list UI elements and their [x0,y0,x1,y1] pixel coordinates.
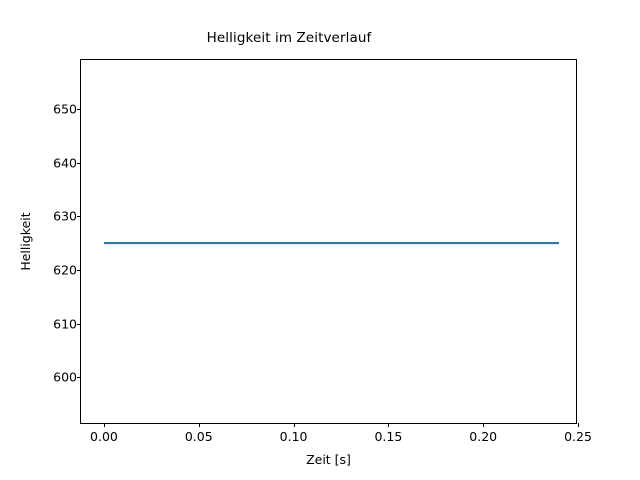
y-tick-label: 640 [53,155,77,171]
y-tick-label: 650 [53,101,77,117]
x-tick-mark [388,423,390,427]
x-axis-label: Zeit [s] [306,452,351,467]
x-tick-label: 0.00 [90,429,118,444]
x-tick-mark [198,423,200,427]
x-tick-mark [293,423,295,427]
y-tick-mark [77,162,81,164]
plot-area [81,60,576,423]
y-tick-label: 620 [53,262,77,278]
y-tick-label: 610 [53,316,77,332]
x-tick-mark [103,423,105,427]
y-tick-label: 600 [53,369,77,385]
x-tick-label: 0.05 [184,429,213,444]
y-axis-label: Helligkeit [18,212,33,271]
x-tick-mark [578,423,579,427]
y-tick-mark [77,216,81,218]
x-tick-label: 0.15 [374,429,403,444]
y-tick-mark [77,269,81,271]
y-tick-mark [77,108,81,110]
y-tick-mark [77,377,81,379]
x-tick-mark [483,423,485,427]
x-tick-label: 0.25 [564,429,592,444]
plot-axes: 600 610 620 630 640 650 0.00 0.05 0.10 0.15 0.20 0… [53,59,592,444]
chart-title: Helligkeit im Zeitverlauf [206,30,372,46]
x-tick-label: 0.20 [469,429,498,444]
y-tick-label: 630 [53,208,77,224]
data-series-line [103,241,560,245]
y-tick-mark [77,323,81,325]
x-tick-label: 0.10 [279,429,308,444]
